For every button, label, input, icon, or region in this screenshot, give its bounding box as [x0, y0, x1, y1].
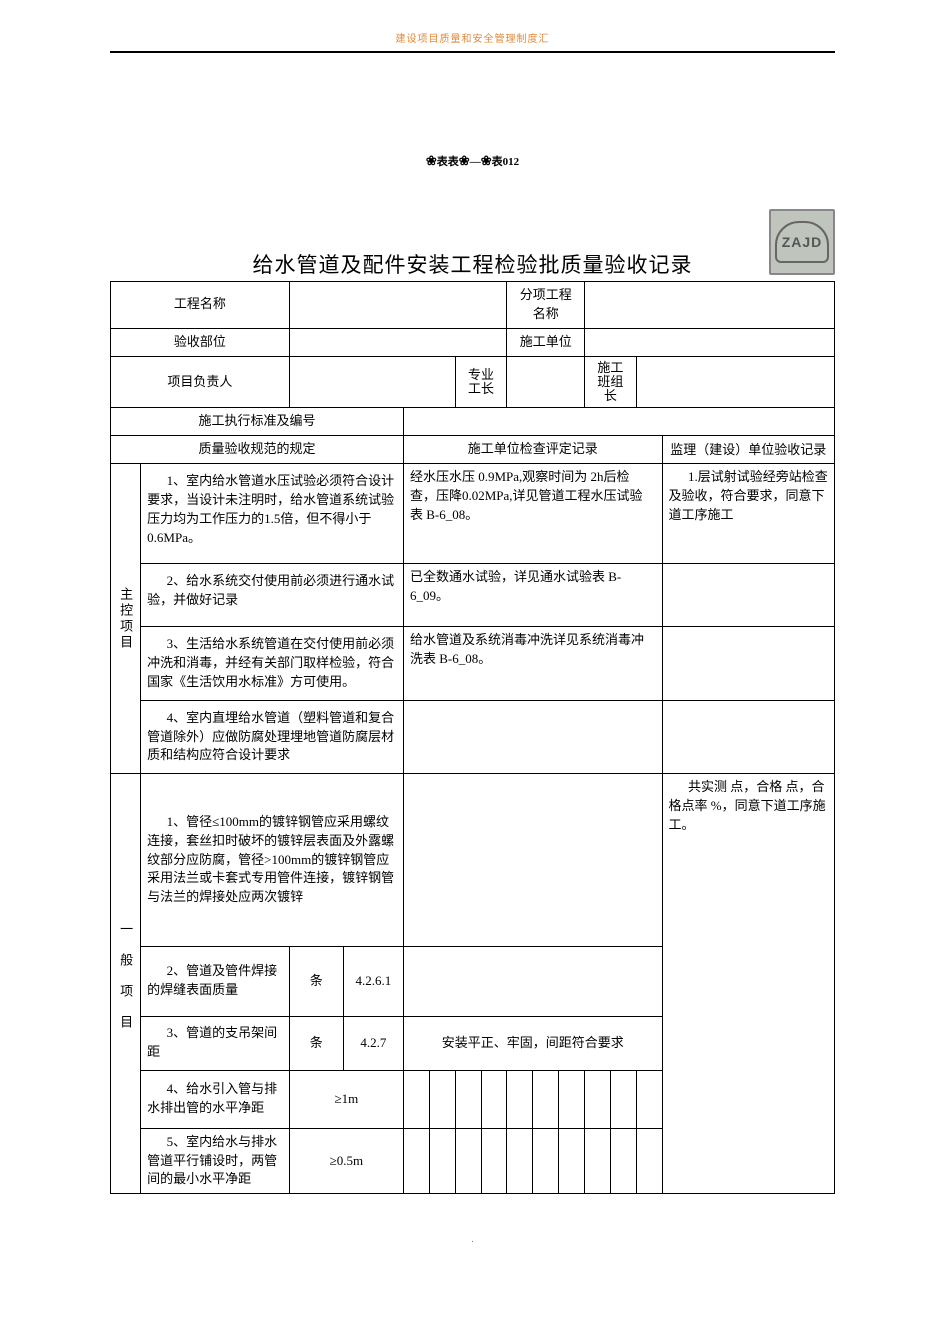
label-check-record: 施工单位检查评定记录 [403, 436, 662, 464]
grid-cell [584, 1070, 610, 1128]
main-item-2: 2、给水系统交付使用前必须进行通水试验，并做好记录 [141, 564, 404, 627]
main-item-3-supervisor [662, 627, 834, 701]
page-title: 给水管道及配件安装工程检验批质量验收记录 [110, 209, 835, 279]
main-item-1-result: 经水压水压 0.9MPa,观察时间为 2h后检查，压降0.02MPa,详见管道工… [403, 464, 662, 564]
grid-cell [455, 1128, 481, 1194]
general-item-4: 4、给水引入管与排水排出管的水平净距 [141, 1070, 290, 1128]
grid-cell [559, 1128, 585, 1194]
main-item-4-supervisor [662, 700, 834, 774]
grid-cell [636, 1128, 662, 1194]
main-item-4-result [403, 700, 662, 774]
grid-cell [533, 1070, 559, 1128]
label-standard: 施工执行标准及编号 [111, 408, 404, 436]
general-item-2-unit: 条 [289, 946, 343, 1016]
main-item-3: 3、生活给水系统管道在交付使用前必须冲洗和消毒，并经有关部门取样检验，符合国家《… [141, 627, 404, 701]
main-item-1-supervisor: 1.层试射试验经旁站检查及验收，符合要求，同意下道工序施工 [662, 464, 834, 564]
general-item-3-unit: 条 [289, 1016, 343, 1070]
main-item-3-result: 给水管道及系统消毒冲洗详见系统消毒冲洗表 B-6_08。 [403, 627, 662, 701]
label-spec: 质量验收规范的规定 [111, 436, 404, 464]
grid-cell [403, 1070, 429, 1128]
grid-cell [455, 1070, 481, 1128]
main-item-4: 4、室内直埋给水管道（塑料管道和复合管道除外）应做防腐处理埋地管道防腐层材质和结… [141, 700, 404, 774]
grid-cell [429, 1070, 455, 1128]
grid-cell [507, 1128, 533, 1194]
grid-cell [610, 1128, 636, 1194]
general-item-3-std: 4.2.7 [343, 1016, 403, 1070]
code-prefix: 表表 [437, 156, 459, 168]
grid-cell [481, 1128, 507, 1194]
grid-cell [403, 1128, 429, 1194]
value-foreman [507, 356, 585, 408]
code-mid: — [470, 156, 481, 168]
grid-cell [481, 1070, 507, 1128]
label-accept-part: 验收部位 [111, 328, 290, 356]
label-pm: 项目负责人 [111, 356, 290, 408]
value-sub-project [584, 282, 834, 329]
grid-cell [636, 1070, 662, 1128]
code-suffix: 表012 [492, 156, 520, 168]
general-supervisor: 共实测 点，合格 点，合格点率 %，同意下道工序施工。 [662, 774, 834, 1194]
general-item-1-result [403, 774, 662, 946]
main-item-2-result: 已全数通水试验，详见通水试验表 B-6_09。 [403, 564, 662, 627]
header-watermark: 建设项目质量和安全管理制度汇 [110, 30, 835, 45]
main-item-1: 1、室内给水管道水压试验必须符合设计要求，当设计未注明时，给水管道系统试验压力均… [141, 464, 404, 564]
general-item-3-result: 安装平正、牢固，间距符合要求 [403, 1016, 662, 1070]
general-item-2: 2、管道及管件焊接的焊缝表面质量 [141, 946, 290, 1016]
general-item-2-std: 4.2.6.1 [343, 946, 403, 1016]
document-code: ❀表表❀—❀表012 [110, 153, 835, 169]
value-project-name [289, 282, 507, 329]
grid-cell [533, 1128, 559, 1194]
label-sub-project: 分项工程名称 [507, 282, 585, 329]
value-standard [403, 408, 834, 436]
value-team-leader [636, 356, 834, 408]
general-item-3: 3、管道的支吊架间距 [141, 1016, 290, 1070]
main-item-2-supervisor [662, 564, 834, 627]
logo-text: ZAJD [775, 221, 829, 263]
grid-cell [584, 1128, 610, 1194]
general-item-5: 5、室内给水与排水管道平行铺设时，两管间的最小水平净距 [141, 1128, 290, 1194]
section-general-text: 一般项目 [117, 922, 134, 1046]
grid-cell [429, 1128, 455, 1194]
label-project-name: 工程名称 [111, 282, 290, 329]
general-item-1: 1、管径≤100mm的镀锌钢管应采用螺纹连接，套丝扣时破坏的镀锌层表面及外露螺纹… [141, 774, 404, 946]
grid-cell [610, 1070, 636, 1128]
section-main-control: 主控项目 [111, 464, 141, 774]
header-rule [110, 51, 835, 53]
general-item-4-std: ≥1m [289, 1070, 403, 1128]
value-accept-part [289, 328, 507, 356]
grid-cell [559, 1070, 585, 1128]
general-item-2-result [403, 946, 662, 1016]
value-pm [289, 356, 455, 408]
label-foreman: 专业工长 [455, 356, 507, 408]
label-construct-unit: 施工单位 [507, 328, 585, 356]
inspection-form: 工程名称 分项工程名称 验收部位 施工单位 项目负责人 专业工长 施工班组长 施… [110, 281, 835, 1194]
logo-badge: ZAJD [769, 209, 835, 275]
section-general: 一般项目 [111, 774, 141, 1194]
label-supervisor: 监理（建设）单位验收记录 [662, 436, 834, 464]
label-team-leader: 施工班组长 [584, 356, 636, 408]
general-item-5-std: ≥0.5m [289, 1128, 403, 1194]
grid-cell [507, 1070, 533, 1128]
value-construct-unit [584, 328, 834, 356]
section-main-control-text: 主控项目 [117, 587, 134, 651]
page-number: . [110, 1234, 835, 1244]
